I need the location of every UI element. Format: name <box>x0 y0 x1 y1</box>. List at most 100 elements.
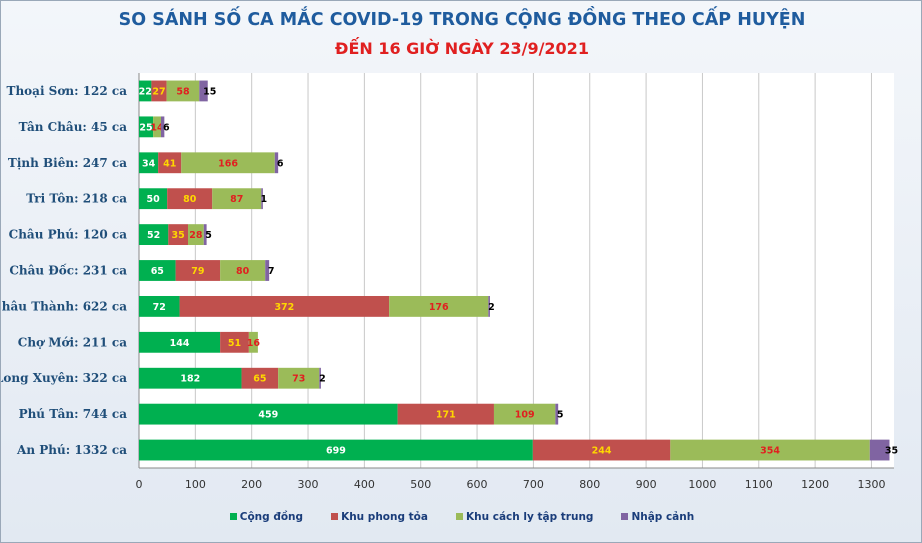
bar-segment <box>168 224 189 246</box>
data-label: 171 <box>436 410 456 421</box>
data-label: 2 <box>488 302 495 313</box>
bar-segment <box>220 260 266 281</box>
category-label: Châu Thành: 622 ca <box>1 299 127 313</box>
data-label: 25 <box>139 122 152 133</box>
category-label: Châu Đốc: 231 ca <box>9 263 127 278</box>
bar-segment <box>188 224 204 246</box>
bar-chart: 0 100 200 300 400 500 600 700 800 900 1000 1100 1200… <box>1 73 898 491</box>
legend-item: Khu cách ly tập trung <box>455 511 594 523</box>
data-label: 2 <box>319 374 326 385</box>
data-label: 35 <box>172 230 185 241</box>
data-label: 72 <box>153 302 166 313</box>
bar-segment <box>212 188 262 210</box>
x-tick-label: 700 <box>523 478 544 491</box>
legend-swatch <box>621 513 629 520</box>
legend-item: Nhập cảnh <box>621 511 694 523</box>
data-label: 6 <box>277 158 284 169</box>
data-label: 16 <box>247 338 261 349</box>
x-tick-label: 300 <box>298 478 319 491</box>
category-label: Tịnh Biên: 247 ca <box>8 156 127 170</box>
legend-swatch <box>455 513 463 520</box>
data-label: 459 <box>258 410 278 421</box>
data-label: 144 <box>170 338 190 349</box>
x-tick-label: 900 <box>636 478 657 491</box>
bar-segment <box>181 152 275 174</box>
data-label: 244 <box>592 446 612 457</box>
data-label: 176 <box>429 302 449 313</box>
bar-segment <box>151 80 167 102</box>
data-label: 15 <box>203 86 216 97</box>
legend-label: Khu cách ly tập trung <box>465 511 594 523</box>
bar-segment <box>166 80 200 102</box>
bar-segment <box>175 260 221 281</box>
bar-segment <box>278 367 320 389</box>
data-label: 5 <box>557 410 564 421</box>
data-label: 51 <box>228 338 241 349</box>
data-label: 372 <box>274 302 294 313</box>
data-label: 7 <box>268 266 275 277</box>
chart-subtitle: ĐẾN 16 GIỜ NGÀY 23/9/2021 <box>335 39 589 58</box>
x-tick-label: 500 <box>410 478 431 491</box>
x-tick-label: 800 <box>579 478 600 491</box>
x-tick-label: 600 <box>467 478 488 491</box>
data-label: 41 <box>163 158 176 169</box>
category-label: Tri Tôn: 218 ca <box>26 192 127 206</box>
bar-segment <box>160 116 165 138</box>
data-label: 80 <box>236 266 250 277</box>
bar-segment <box>203 224 207 246</box>
legend-swatch <box>229 513 237 520</box>
data-label: 35 <box>885 446 898 457</box>
data-label: 87 <box>230 194 243 205</box>
bar-segment <box>274 152 279 174</box>
data-label: 14 <box>150 122 164 133</box>
x-tick-label: 100 <box>185 478 206 491</box>
bar-segment <box>261 188 263 210</box>
data-label: 1 <box>261 194 268 205</box>
legend-item: Cộng đồng <box>229 511 304 523</box>
bar-segment <box>670 439 870 461</box>
x-tick-label: 200 <box>241 478 262 491</box>
bar-segment <box>139 367 242 389</box>
legend-label: Nhập cảnh <box>631 511 695 523</box>
data-label: 6 <box>163 122 170 133</box>
bar-segment <box>139 295 180 317</box>
x-tick-label: 0 <box>136 478 143 491</box>
category-label: Thoại Sơn: 122 ca <box>7 84 128 98</box>
data-label: 34 <box>142 158 156 169</box>
data-label: 80 <box>183 194 197 205</box>
data-label: 58 <box>176 86 190 97</box>
bar-segment <box>319 367 321 389</box>
bar-segment <box>199 80 208 102</box>
bar-segment <box>139 260 176 281</box>
data-label: 50 <box>146 194 160 205</box>
data-label: 354 <box>760 446 780 457</box>
data-label: 166 <box>218 158 238 169</box>
data-label: 65 <box>151 266 164 277</box>
bar-segment <box>488 295 490 317</box>
data-label: 52 <box>147 230 160 241</box>
bar-segment <box>179 295 390 317</box>
bar-segment <box>139 224 169 246</box>
bar-segment <box>139 80 152 102</box>
x-tick-label: 400 <box>354 478 375 491</box>
category-label: Châu Phú: 120 ca <box>9 228 128 242</box>
bar-segment <box>248 331 258 353</box>
category-label: Tân Châu: 45 ca <box>19 120 128 134</box>
data-label: 73 <box>292 374 305 385</box>
bar-segment <box>153 116 161 138</box>
data-label: 65 <box>253 374 266 385</box>
data-label: 27 <box>152 86 165 97</box>
bar-segment <box>265 260 270 281</box>
legend: Cộng đồng Khu phong tỏa Khu cách ly tập tr… <box>1 511 922 523</box>
legend-label: Cộng đồng <box>239 511 304 523</box>
bar-segment <box>493 403 556 425</box>
data-label: 79 <box>191 266 204 277</box>
x-tick-label: 1300 <box>857 478 885 491</box>
chart-title: SO SÁNH SỐ CA MẮC COVID-19 TRONG CỘNG ĐỒ… <box>118 10 806 30</box>
bar-segment <box>139 331 221 353</box>
legend-item: Khu phong tỏa <box>331 511 428 523</box>
data-label: 28 <box>189 230 203 241</box>
bar-segment <box>139 188 168 210</box>
bar-segment <box>139 152 159 174</box>
